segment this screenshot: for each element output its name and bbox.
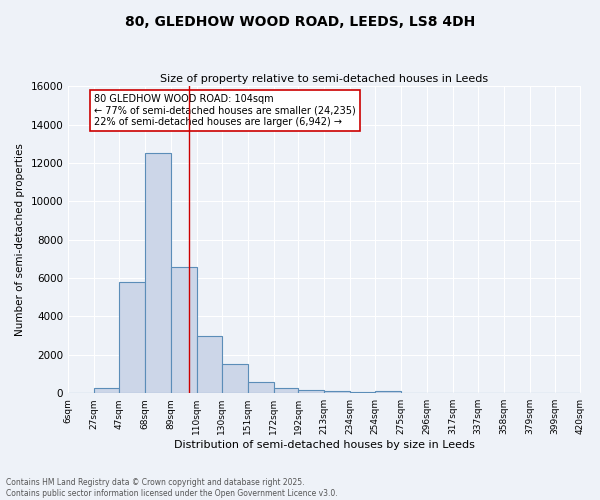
Bar: [171, 266, 197, 393]
Bar: [94, 388, 119, 393]
Text: Contains HM Land Registry data © Crown copyright and database right 2025.
Contai: Contains HM Land Registry data © Crown c…: [6, 478, 338, 498]
Y-axis label: Number of semi-detached properties: Number of semi-detached properties: [15, 143, 25, 336]
Bar: [274, 388, 298, 393]
Text: 80, GLEDHOW WOOD ROAD, LEEDS, LS8 4DH: 80, GLEDHOW WOOD ROAD, LEEDS, LS8 4DH: [125, 15, 475, 29]
Bar: [119, 282, 145, 393]
X-axis label: Distribution of semi-detached houses by size in Leeds: Distribution of semi-detached houses by …: [174, 440, 475, 450]
Bar: [350, 392, 375, 393]
Bar: [197, 336, 221, 393]
Bar: [221, 364, 248, 393]
Bar: [325, 392, 350, 393]
Title: Size of property relative to semi-detached houses in Leeds: Size of property relative to semi-detach…: [160, 74, 488, 84]
Bar: [375, 392, 401, 393]
Text: 80 GLEDHOW WOOD ROAD: 104sqm
← 77% of semi-detached houses are smaller (24,235)
: 80 GLEDHOW WOOD ROAD: 104sqm ← 77% of se…: [94, 94, 356, 127]
Bar: [145, 154, 171, 393]
Bar: [248, 382, 274, 393]
Bar: [298, 390, 325, 393]
